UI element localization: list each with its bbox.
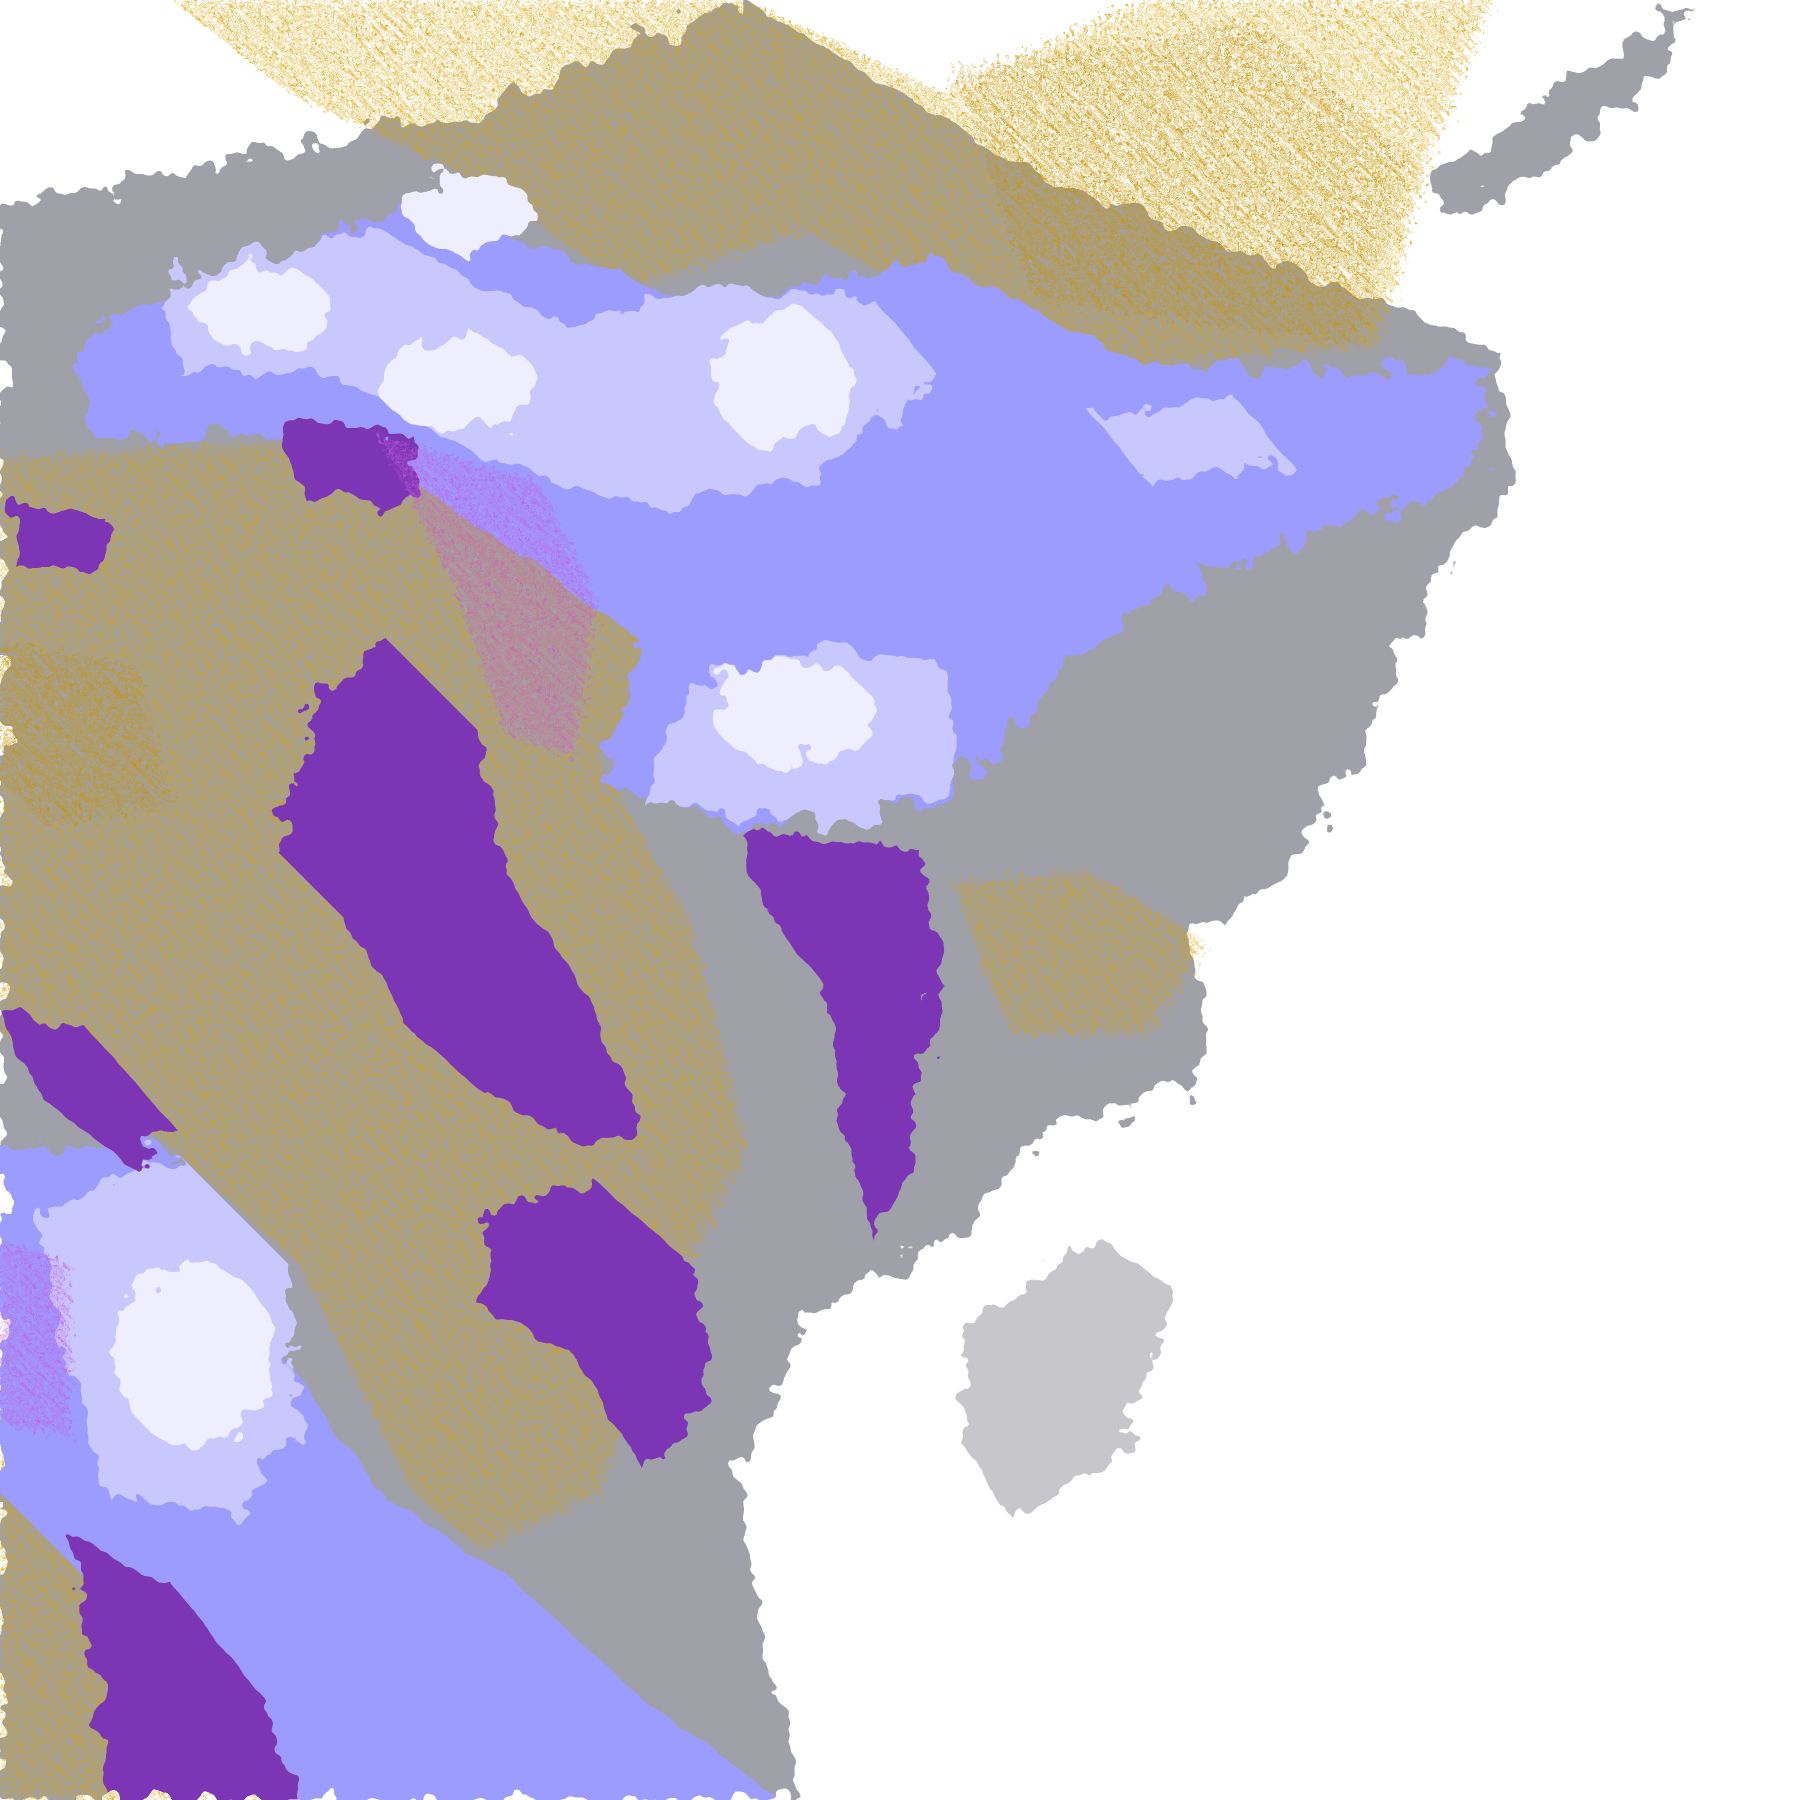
pale-class-layer [114,172,873,1447]
magenta-class-layer [0,436,597,1435]
dark-gold-class-layer [0,22,1412,827]
purple-class-layer [0,413,942,1800]
